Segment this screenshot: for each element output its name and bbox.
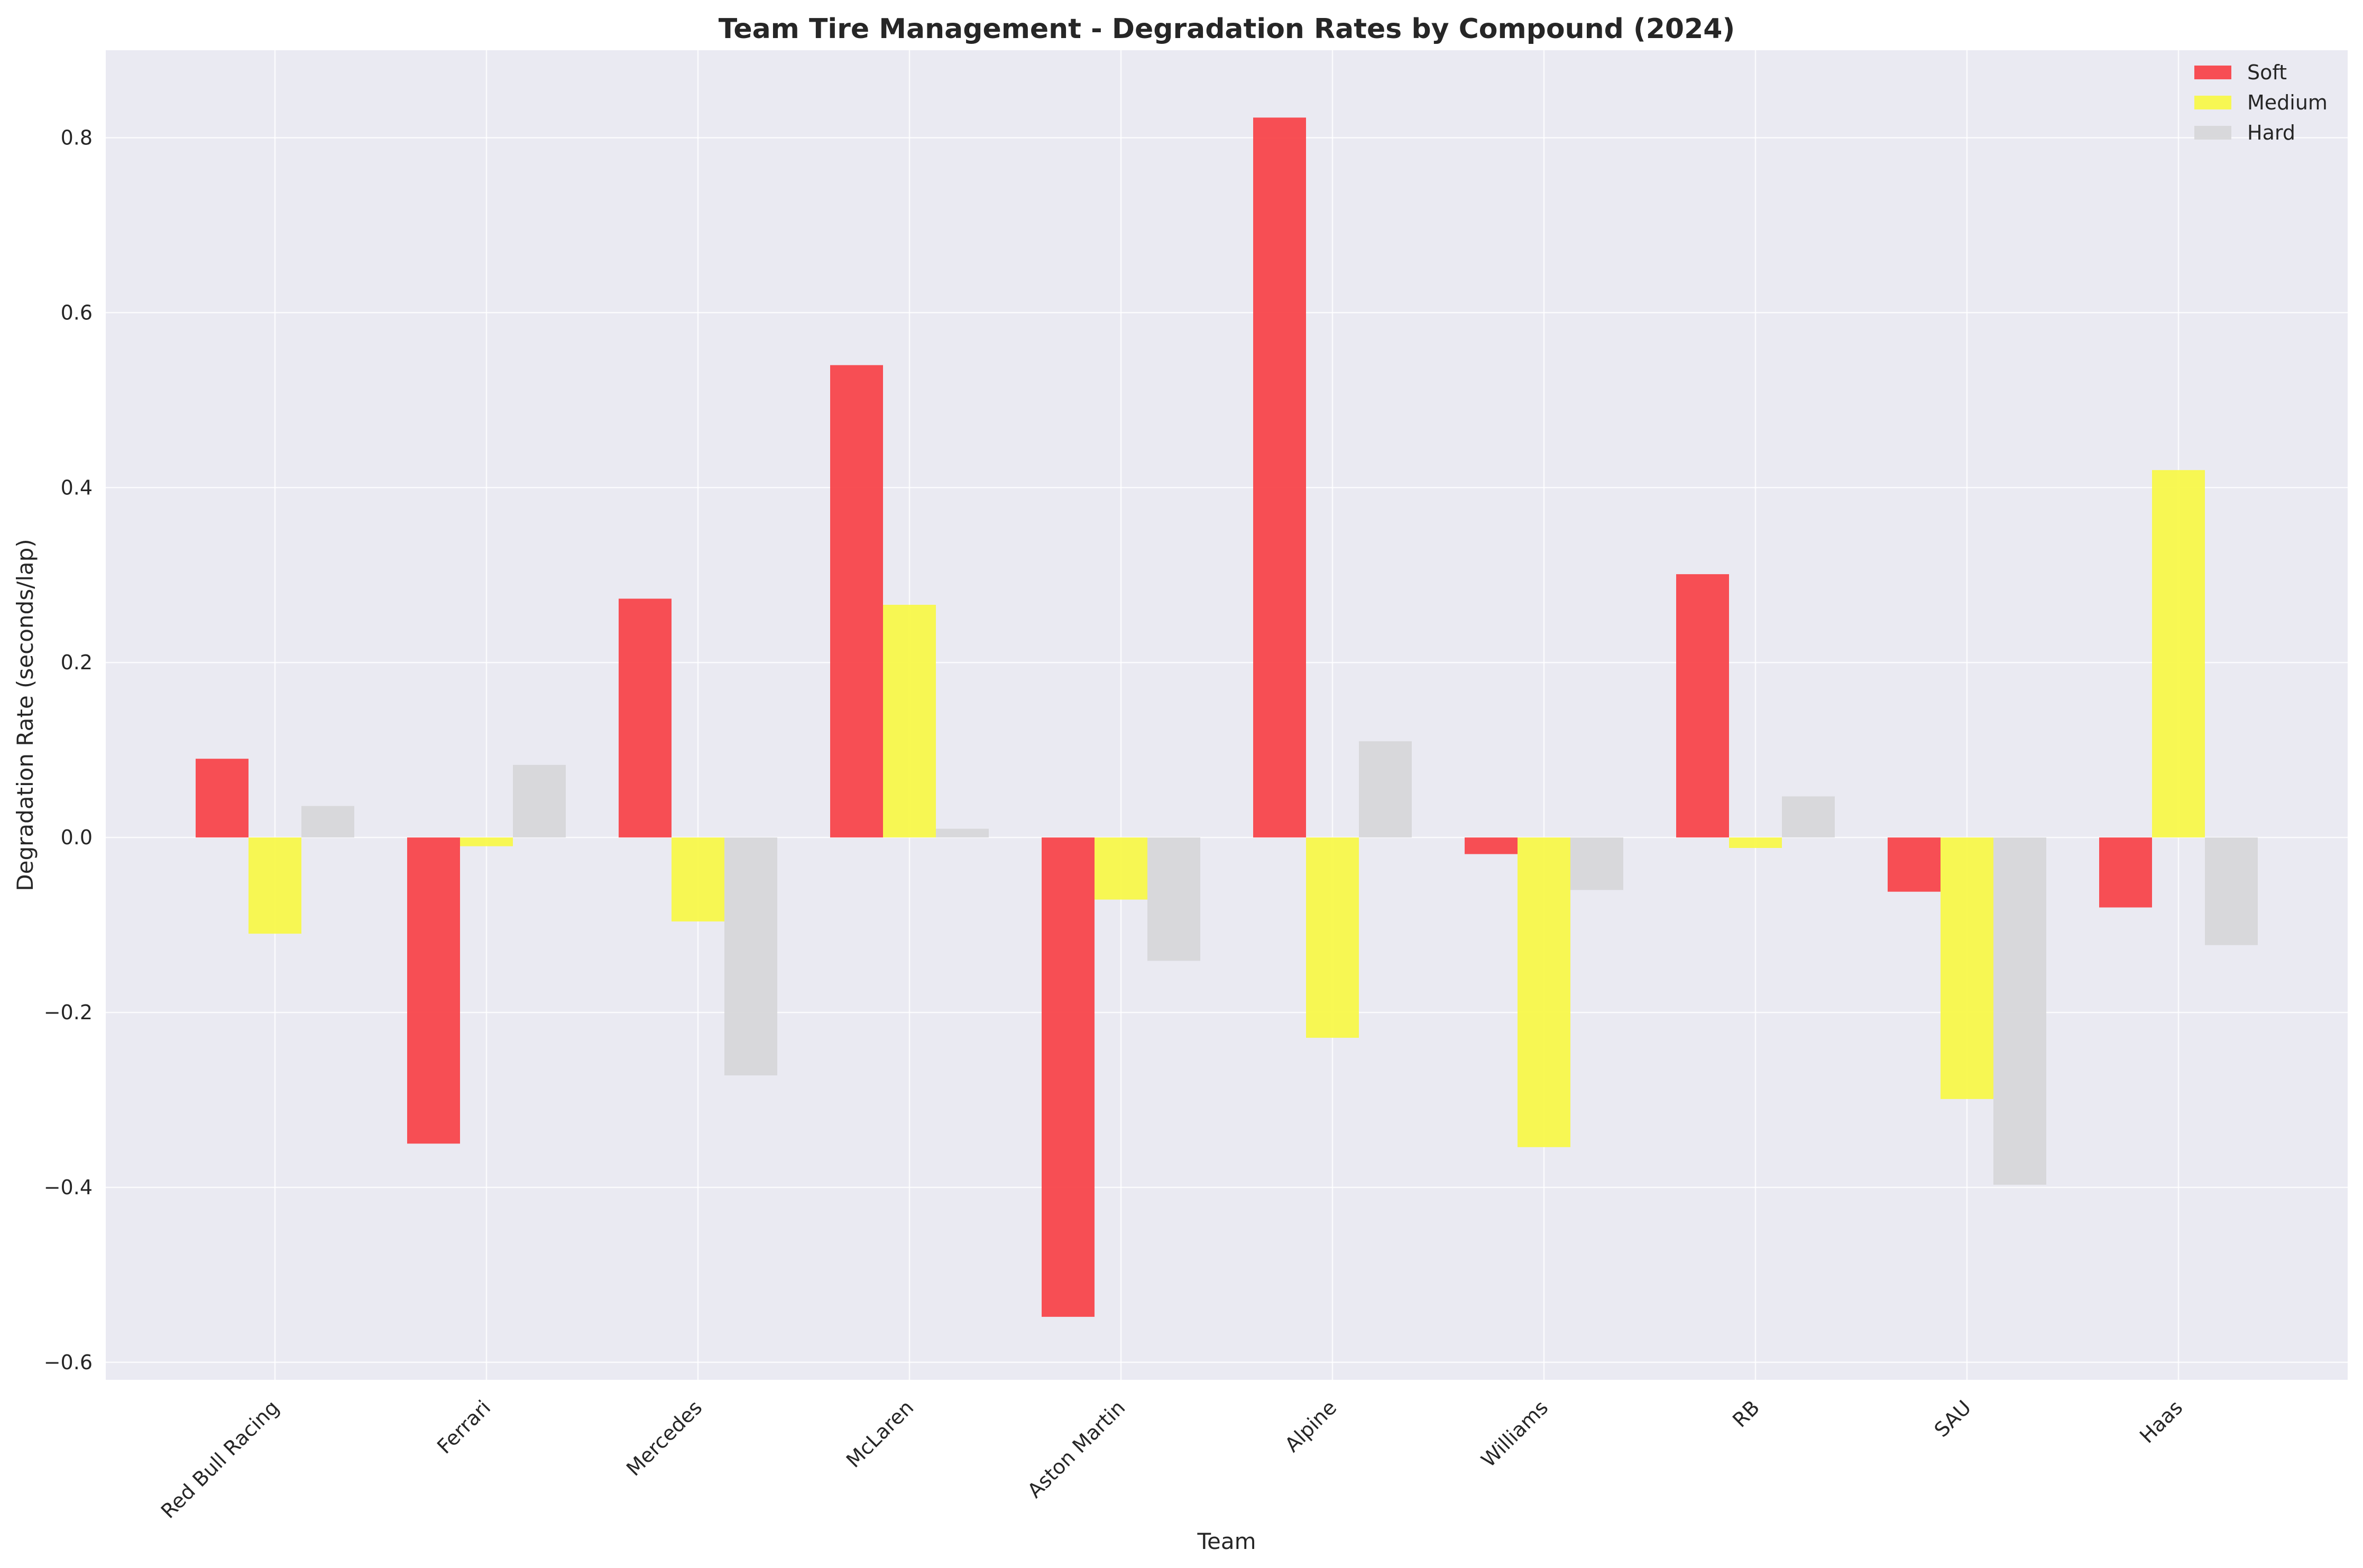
- bar-medium-alpine: [1306, 837, 1359, 1038]
- bar-medium-ferrari: [460, 837, 513, 846]
- y-tick-label: 0.4: [61, 476, 93, 499]
- legend-label-soft: Soft: [2247, 61, 2287, 84]
- bar-hard-aston-martin: [1147, 837, 1200, 961]
- bar-soft-alpine: [1253, 117, 1306, 838]
- y-tick-label: 0.8: [61, 126, 93, 149]
- bar-medium-williams: [1518, 837, 1570, 1147]
- bar-medium-sau: [1941, 837, 1993, 1099]
- bar-hard-williams: [1570, 837, 1623, 890]
- legend-label-medium: Medium: [2247, 91, 2328, 114]
- bar-hard-ferrari: [513, 764, 566, 838]
- bar-soft-sau: [1888, 837, 1941, 892]
- bar-hard-rb: [1782, 796, 1835, 838]
- y-tick-label: −0.4: [44, 1176, 93, 1199]
- legend-swatch-soft: [2194, 66, 2231, 79]
- bar-hard-mercedes: [724, 837, 777, 1076]
- bar-soft-williams: [1465, 837, 1518, 854]
- legend-swatch-medium: [2194, 96, 2231, 109]
- bar-hard-alpine: [1359, 741, 1412, 838]
- y-tick-label: 0.6: [61, 301, 93, 324]
- legend: Soft Medium Hard: [2194, 61, 2328, 144]
- bar-medium-aston-martin: [1095, 837, 1147, 900]
- chart-title: Team Tire Management - Degradation Rates…: [719, 13, 1735, 45]
- bar-hard-red-bull-racing: [301, 806, 354, 838]
- bar-soft-mclaren: [830, 365, 883, 838]
- bar-hard-mclaren: [936, 828, 989, 838]
- bar-hard-haas: [2205, 837, 2258, 945]
- bar-medium-mercedes: [672, 837, 724, 921]
- bars: [196, 117, 2258, 1317]
- bar-soft-red-bull-racing: [196, 759, 249, 838]
- bar-hard-sau: [1993, 837, 2046, 1185]
- legend-label-hard: Hard: [2247, 121, 2295, 144]
- legend-swatch-hard: [2194, 126, 2231, 140]
- bar-medium-mclaren: [883, 605, 936, 838]
- y-tick-label: −0.2: [44, 1001, 93, 1024]
- bar-soft-haas: [2099, 837, 2152, 908]
- bar-soft-ferrari: [407, 837, 460, 1144]
- y-axis-ticks: −0.6 −0.4 −0.2 0.0 0.2 0.4 0.6 0.8: [44, 126, 93, 1373]
- y-tick-label: −0.6: [44, 1351, 93, 1374]
- bar-medium-red-bull-racing: [249, 837, 301, 934]
- plot-area: [106, 50, 2348, 1380]
- bar-medium-haas: [2152, 470, 2205, 838]
- bar-soft-aston-martin: [1042, 837, 1095, 1317]
- x-axis-label: Team: [1197, 1528, 1256, 1554]
- bar-soft-rb: [1676, 574, 1729, 838]
- y-tick-label: 0.2: [61, 651, 93, 674]
- bar-soft-mercedes: [619, 598, 672, 838]
- y-tick-label: 0.0: [61, 826, 93, 849]
- y-axis-label: Degradation Rate (seconds/lap): [12, 539, 38, 891]
- bar-medium-rb: [1729, 837, 1782, 848]
